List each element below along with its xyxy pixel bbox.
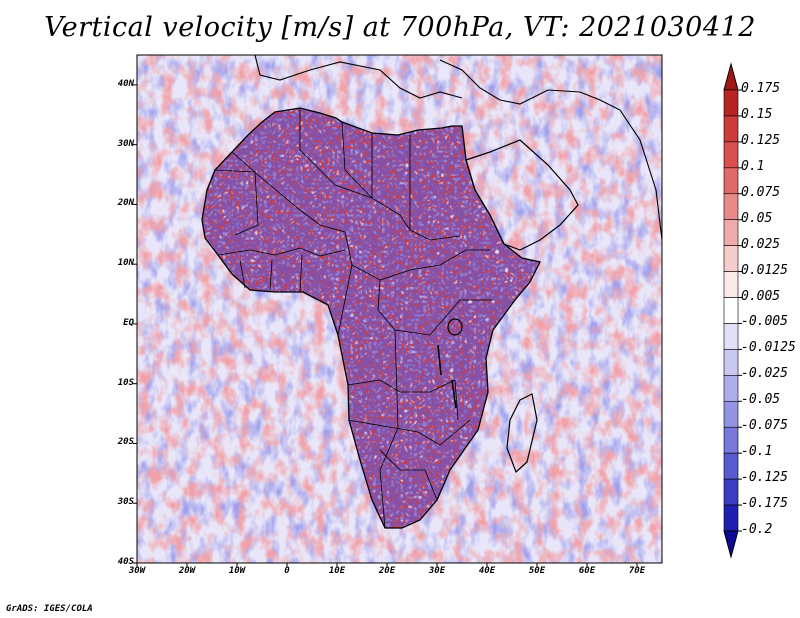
lon-label: 40E	[478, 566, 496, 576]
lat-label: 10N	[117, 258, 134, 269]
map-frame	[136, 54, 663, 564]
colorbar-swatch	[723, 89, 739, 117]
lat-label: EQ	[123, 317, 134, 328]
colorbar-bottom-arrow	[723, 530, 739, 559]
colorbar-label: -0.1	[741, 444, 773, 460]
country-borders	[214, 108, 493, 529]
lat-label: 20S	[117, 437, 134, 448]
lon-label: 30W	[128, 566, 146, 576]
lon-label: 20E	[378, 566, 396, 576]
lat-label: 10S	[117, 377, 134, 388]
colorbar-swatch	[723, 375, 739, 402]
colorbar-swatch	[723, 219, 739, 246]
colorbar-label: -0.005	[741, 314, 788, 330]
colorbar-label: 0.075	[741, 184, 781, 200]
asia-coast	[439, 59, 662, 241]
lat-label: 30N	[117, 138, 134, 149]
lon-label: 60E	[578, 566, 596, 576]
lat-label: 40S	[117, 557, 134, 567]
lat-label: 40N	[117, 78, 134, 89]
lake-malawi	[451, 379, 457, 409]
colorbar-swatch	[723, 271, 739, 298]
colorbar-swatch	[723, 323, 739, 350]
colorbar-swatch	[723, 349, 739, 376]
colorbar-label: -0.025	[741, 366, 788, 382]
lon-label: 50E	[528, 566, 546, 576]
axis-ticks	[133, 84, 638, 567]
colorbar-label: -0.2	[741, 522, 773, 537]
lon-label: 20W	[178, 566, 196, 576]
colorbar-swatch	[723, 478, 739, 506]
colorbar-label: 0.175	[741, 81, 781, 96]
colorbar-swatch	[723, 115, 739, 143]
colorbar-swatch	[723, 193, 739, 221]
lon-label: 30E	[428, 566, 446, 576]
colorbar-label: 0.1	[741, 158, 765, 174]
colorbar-swatch	[723, 426, 739, 454]
colorbar-label: 0.005	[741, 288, 781, 304]
colorbar-swatch	[723, 297, 739, 324]
colorbar-swatch	[723, 245, 739, 272]
colorbar-label: 0.05	[741, 210, 773, 226]
lon-label: 10E	[328, 566, 346, 576]
colorbar-label: 0.125	[741, 132, 781, 148]
colorbar-top-arrow	[723, 62, 739, 91]
velocity-field	[137, 55, 662, 563]
credit-text: GrADS: IGES/COLA	[6, 604, 93, 614]
colorbar	[723, 62, 742, 559]
colorbar-label: 0.025	[741, 236, 781, 252]
colorbar-label: -0.175	[741, 496, 788, 512]
lake-tanganyika	[437, 344, 442, 376]
lat-label: 20N	[117, 198, 134, 209]
madagascar-outline	[506, 393, 538, 474]
colorbar-swatch	[723, 141, 739, 169]
colorbar-swatch	[723, 504, 739, 532]
lat-label: 30S	[117, 497, 134, 508]
lon-label: 70E	[628, 566, 646, 576]
colorbar-label: -0.0125	[741, 340, 796, 356]
colorbar-label: 0.15	[741, 106, 773, 122]
colorbar-label: -0.05	[741, 392, 781, 408]
lon-label: 0	[284, 566, 290, 576]
colorbar-label: 0.0125	[741, 262, 788, 278]
lake-victoria	[447, 318, 463, 336]
colorbar-label: -0.125	[741, 470, 788, 486]
colorbar-swatch	[723, 452, 739, 480]
colorbar-swatch	[723, 400, 739, 428]
colorbar-swatch	[723, 167, 739, 195]
map-title: Vertical velocity [m/s] at 700hPa, VT: 2…	[44, 12, 756, 43]
europe-coast	[254, 55, 463, 99]
colorbar-label: -0.075	[741, 418, 788, 434]
lon-label: 10W	[228, 566, 246, 576]
